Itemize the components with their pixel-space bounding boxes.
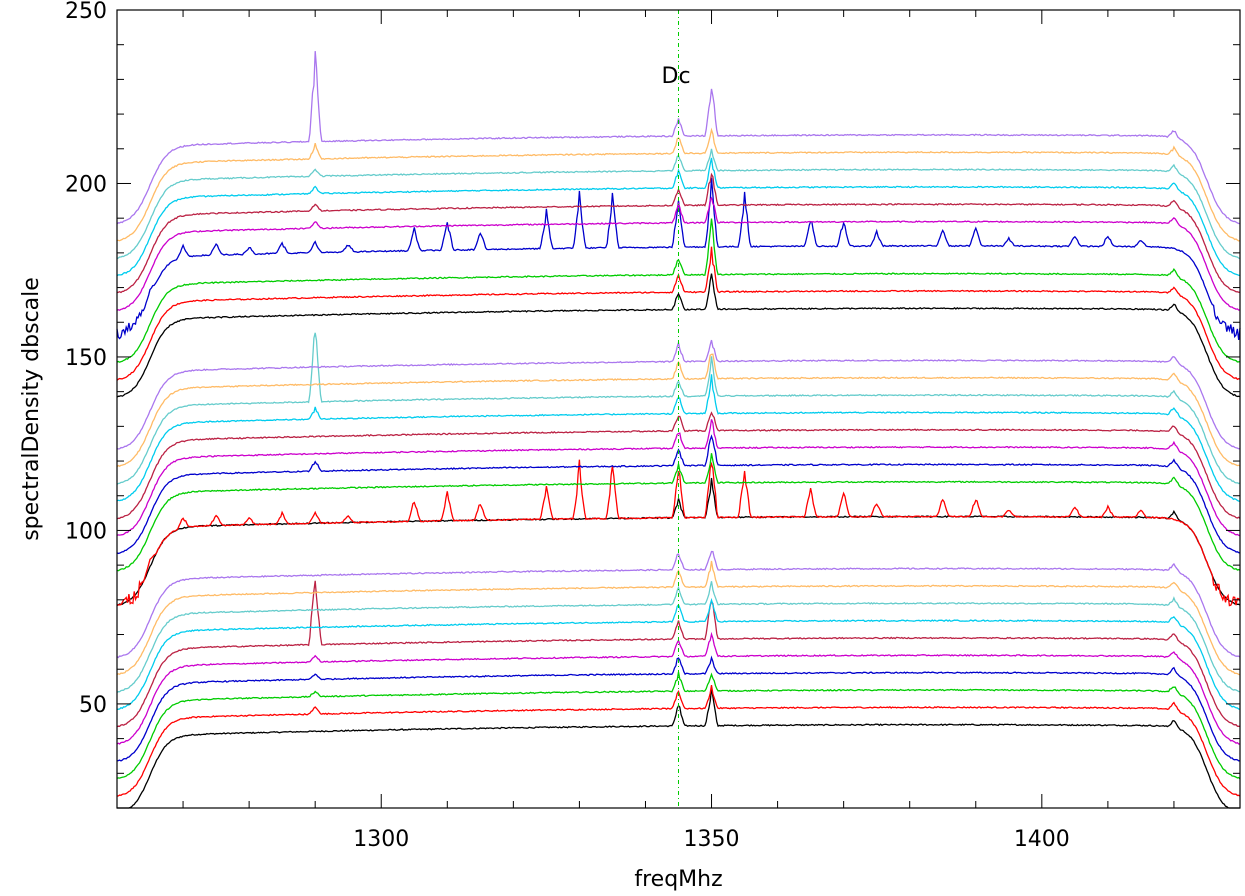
y-tick-label: 250 [65,0,107,24]
x-tick-label: 1300 [353,827,409,852]
series-line-13 [116,434,1241,555]
series-line-7 [116,581,1241,693]
series-line-5 [116,580,1240,728]
dc-marker-label: Dc [662,64,691,89]
y-axis-label: spectralDensity dbscale [19,277,44,541]
plot-frame [116,9,1241,809]
y-tick-label: 150 [65,346,107,371]
series-line-28 [116,127,1241,242]
series-line-1 [116,684,1241,797]
x-tick-label: 1350 [684,827,740,852]
series-line-29 [116,51,1240,225]
series-line-26 [116,157,1241,277]
x-axis-label: freqMhz [634,867,722,892]
y-tick-label: 100 [65,519,107,544]
series-line-3 [116,655,1240,762]
axis-ticks: 1300 1350 1400 50 100 150 200 250 [65,0,1241,852]
series-line-9 [116,550,1241,659]
series-line-14 [116,419,1241,537]
y-tick-label: 50 [79,693,107,718]
series-line-20 [116,273,1241,398]
series-line-15 [116,411,1241,520]
x-tick-label: 1400 [1014,827,1070,852]
series-line-24 [116,196,1241,311]
series-line-17 [116,332,1241,485]
series-line-11 [116,459,1241,607]
y-tick-label: 200 [65,172,107,197]
series-line-8 [116,560,1241,676]
